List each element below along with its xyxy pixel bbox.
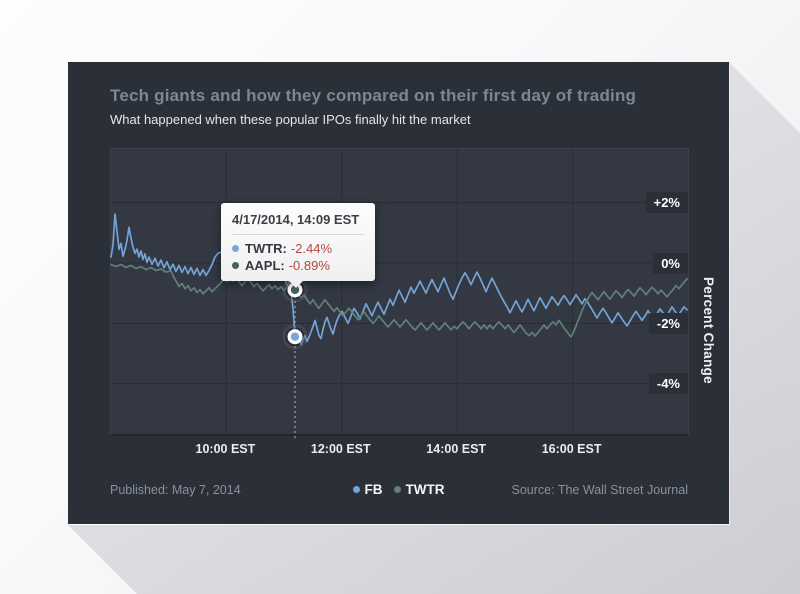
y-tick-badge: -2% bbox=[648, 312, 688, 334]
marker-dot-twtr[interactable] bbox=[290, 332, 300, 341]
legend-label: FB bbox=[364, 482, 383, 497]
chart-svg[interactable] bbox=[110, 149, 688, 441]
tooltip-row: AAPL: -0.89% bbox=[232, 258, 364, 273]
legend-item-fb[interactable]: FB bbox=[352, 482, 383, 497]
tooltip-series-label: AAPL: bbox=[245, 258, 285, 273]
tooltip-rows: TWTR: -2.44% AAPL: -0.89% bbox=[232, 241, 364, 273]
tooltip-timestamp: 4/17/2014, 14:09 EST bbox=[232, 212, 360, 227]
x-tick-label: 10:00 EST bbox=[195, 442, 256, 456]
x-tick-label: 14:00 EST bbox=[426, 442, 487, 456]
chart-plot-area[interactable]: +2% 0% -2% -4% bbox=[110, 148, 689, 441]
y-tick-badge: +2% bbox=[645, 192, 688, 214]
chart-card: Tech giants and how they compared on the… bbox=[68, 62, 729, 524]
legend-dot-icon bbox=[393, 486, 401, 493]
y-tick-badge: 0% bbox=[653, 252, 688, 274]
series-bullet-icon bbox=[232, 245, 239, 252]
tooltip-series-value: -0.89% bbox=[288, 258, 330, 273]
published-date: Published: May 7, 2014 bbox=[110, 483, 241, 497]
x-tick-label: 16:00 EST bbox=[541, 442, 602, 456]
tooltip-series-label: TWTR: bbox=[245, 241, 287, 256]
legend-label: TWTR bbox=[405, 482, 445, 497]
tooltip-divider bbox=[232, 234, 364, 235]
tooltip-row: TWTR: -2.44% bbox=[232, 241, 364, 256]
source-credit: Source: The Wall Street Journal bbox=[511, 483, 688, 497]
legend-dot-icon bbox=[352, 486, 360, 493]
y-axis-title: Percent Change bbox=[701, 276, 716, 384]
series-line-fb bbox=[110, 213, 688, 346]
y-tick-badge: -4% bbox=[648, 373, 688, 395]
legend-item-twtr[interactable]: TWTR bbox=[393, 482, 445, 497]
chart-legend: FB TWTR bbox=[352, 482, 445, 497]
x-tick-label: 12:00 EST bbox=[310, 442, 371, 456]
series-bullet-icon bbox=[232, 262, 239, 269]
page-title: Tech giants and how they compared on the… bbox=[110, 86, 637, 105]
tooltip-series-value: -2.44% bbox=[290, 241, 333, 256]
chart-tooltip: 4/17/2014, 14:09 EST TWTR: -2.44% AAPL: -0.… bbox=[221, 203, 375, 288]
series-line-twtr bbox=[110, 263, 688, 338]
page-subtitle: What happened when these popular IPOs fi… bbox=[110, 112, 471, 127]
marker-glow bbox=[282, 324, 308, 350]
